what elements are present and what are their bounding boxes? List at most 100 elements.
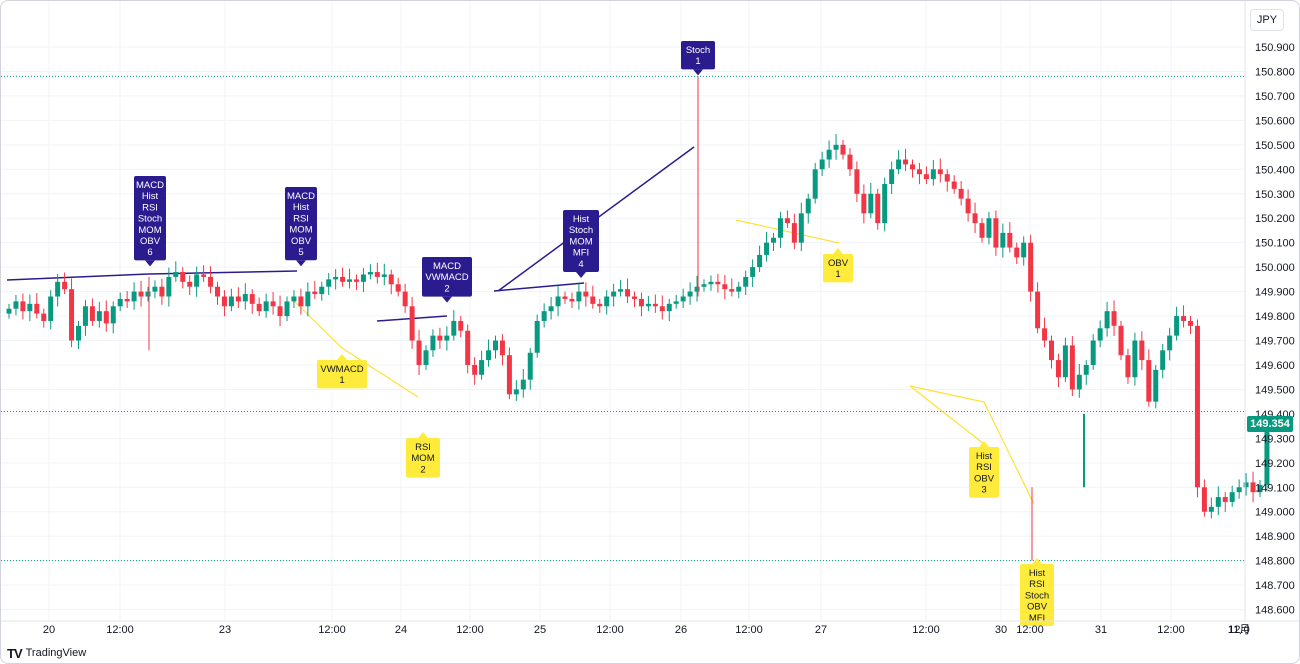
label-text: OBV	[140, 236, 161, 247]
candle-body	[819, 159, 825, 170]
candle-body	[312, 291, 318, 295]
candle-body	[576, 291, 582, 302]
price-axis[interactable]: 150.900 150.800 150.700 150.600 150.500 150.4…	[1255, 42, 1295, 617]
candle-body	[694, 286, 700, 292]
price-tick-label: 149.700	[1255, 336, 1295, 348]
candle-body	[944, 174, 950, 182]
candle-body	[1083, 364, 1089, 375]
brand[interactable]: TV TradingView	[7, 645, 86, 661]
price-tick-label: 150.200	[1255, 213, 1295, 225]
label-text: 1	[835, 269, 840, 280]
candle-body	[805, 198, 811, 214]
label-text: Hist	[1029, 568, 1046, 579]
candle-body	[48, 296, 54, 321]
candle-body	[340, 276, 346, 282]
candle-body	[1014, 247, 1020, 258]
candle-body	[715, 281, 721, 285]
candle-body	[103, 311, 109, 324]
time-tick-label: 12:00	[912, 624, 940, 636]
label-text: MFI	[573, 248, 589, 259]
divergence-lines	[6, 146, 1035, 505]
candle-body	[305, 291, 311, 307]
label-text: 4	[578, 259, 583, 270]
price-tick-label: 150.000	[1255, 262, 1295, 274]
candle-body	[903, 159, 909, 165]
candle-body	[527, 352, 533, 380]
candle-body	[951, 181, 957, 189]
candle-body	[1250, 482, 1256, 493]
candle-body	[743, 276, 749, 287]
candle-body	[666, 303, 672, 312]
label-text: Hist	[142, 191, 159, 202]
candle-body	[55, 281, 61, 297]
candle-body	[1181, 316, 1187, 321]
candle-body	[423, 350, 429, 365]
candle-body	[472, 364, 478, 375]
label-text: Hist	[293, 202, 310, 213]
candle-body	[1201, 487, 1207, 512]
candle-body	[652, 303, 658, 307]
candle-body	[493, 340, 498, 351]
candle-body	[993, 218, 999, 248]
price-tick-label: 149.900	[1255, 287, 1295, 299]
label-box	[285, 187, 317, 261]
candle-body	[159, 286, 165, 297]
brand-name: TradingView	[25, 647, 87, 659]
label-text: MOM	[569, 236, 592, 247]
candle-body	[270, 301, 276, 307]
price-tick-label: 148.900	[1255, 531, 1295, 543]
candles	[6, 76, 1270, 561]
time-tick-label: 30	[995, 624, 1007, 636]
label-text: Stoch	[686, 45, 710, 56]
candle-body	[1118, 325, 1124, 356]
label-text: VWMACD	[425, 272, 468, 283]
candle-body	[416, 340, 422, 365]
candle-body	[1243, 482, 1249, 488]
candle-body	[235, 296, 241, 302]
candle-body	[618, 289, 624, 292]
candle-body	[562, 296, 568, 299]
candle-body	[319, 286, 325, 295]
candle-body	[687, 291, 693, 297]
label-text: RSI	[142, 202, 158, 213]
candle-body	[367, 272, 373, 275]
label-pointer	[145, 260, 155, 267]
label-text: MOM	[138, 225, 161, 236]
candle-body	[965, 198, 971, 214]
time-axis[interactable]: 20 12:00 23 12:00 24 12:00 25 12:00 26 12:00 27 12:…	[43, 624, 1250, 636]
candle-body	[145, 291, 151, 297]
label-text: 1	[695, 56, 700, 67]
label-box	[422, 257, 472, 297]
price-tick-label: 149.800	[1255, 311, 1295, 323]
candle-body	[27, 303, 33, 312]
candle-body	[166, 276, 172, 297]
candle-body	[402, 291, 408, 307]
candle-body	[833, 144, 839, 150]
candle-body	[757, 254, 763, 268]
price-tick-label: 149.500	[1255, 384, 1295, 396]
candle-body	[437, 335, 443, 341]
candle-body	[34, 303, 40, 314]
candle-body	[673, 301, 679, 304]
candle-body	[41, 313, 47, 321]
candle-body	[1069, 345, 1075, 390]
divergence-line	[983, 401, 1035, 505]
label-pointer	[833, 248, 843, 254]
currency-label[interactable]: JPY	[1250, 9, 1284, 31]
candle-body	[840, 144, 846, 155]
label-text: OBV	[828, 258, 849, 269]
candle-body	[937, 169, 943, 175]
label-text: 1	[339, 375, 344, 386]
